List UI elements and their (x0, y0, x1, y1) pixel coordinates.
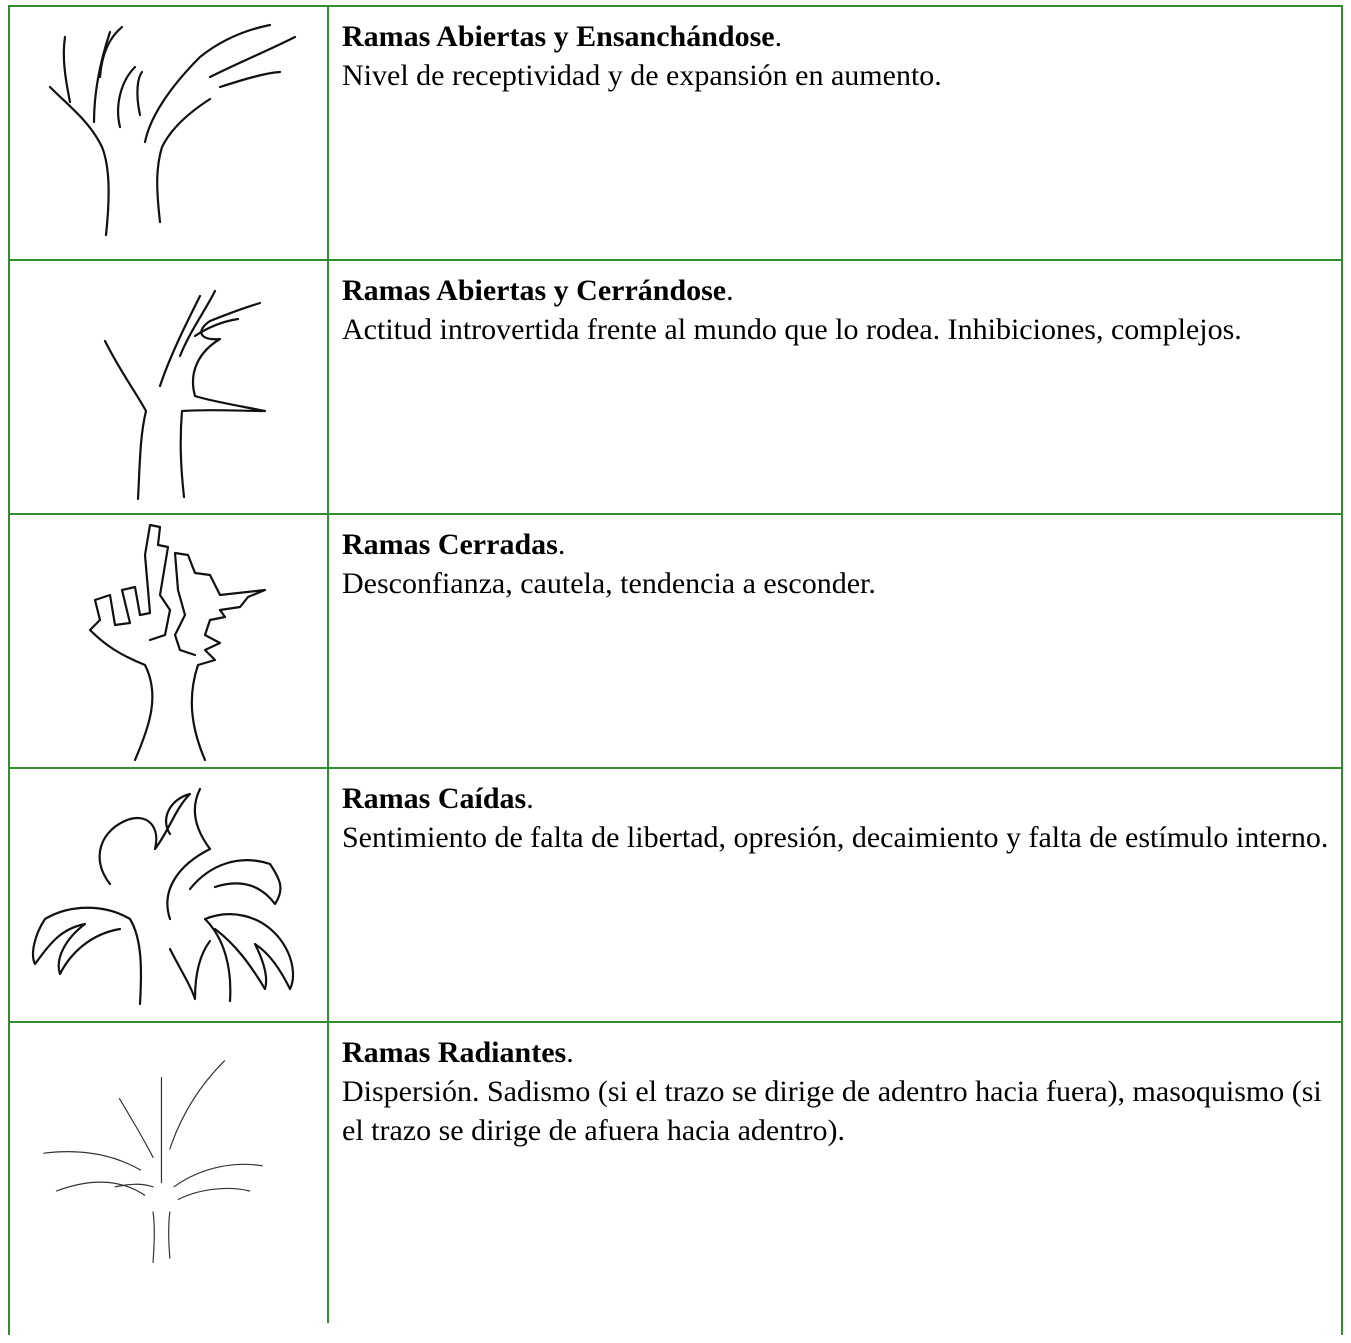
cell-text: Ramas Radiantes. Dispersión. Sadismo (si … (342, 1033, 1332, 1150)
cell-text: Ramas Cerradas. Desconfianza, cautela, te… (342, 525, 1332, 603)
row-title: Ramas Cerradas (342, 528, 558, 561)
row-punct: . (526, 782, 534, 815)
table-row: Ramas Abiertas y Cerrándose. Actitud intr… (8, 261, 1343, 515)
cell-text: Ramas Abiertas y Ensanchándose. Nivel de … (342, 17, 1332, 95)
cell-text: Ramas Caídas. Sentimiento de falta de lib… (342, 779, 1332, 857)
row-punct: . (557, 528, 566, 561)
row-description: Dispersión. Sadismo (si el trazo se diri… (342, 1075, 1322, 1147)
row-description: Desconfianza, cautela, tendencia a escon… (342, 567, 876, 600)
table-row: Ramas Radiantes. Dispersión. Sadismo (si … (8, 1023, 1343, 1343)
tree-sketch (88, 523, 267, 762)
row-title: Ramas Abiertas y Ensanchándose (342, 20, 775, 53)
column-divider (327, 5, 329, 1323)
table-frame (8, 5, 1343, 1335)
tree-sketch (31, 787, 295, 1006)
row-punct: . (774, 20, 783, 53)
row-description: Actitud introvertida frente al mundo que… (342, 313, 1242, 346)
row-punct: . (566, 1036, 574, 1069)
row-punct: . (726, 274, 734, 307)
tree-sketch (103, 289, 267, 501)
row-description: Nivel de receptividad y de expansión en … (342, 59, 942, 92)
table-row: Ramas Caídas. Sentimiento de falta de lib… (8, 769, 1343, 1023)
table-row: Ramas Abiertas y Ensanchándose. Nivel de … (8, 7, 1343, 261)
tree-sketch (43, 1060, 263, 1263)
row-title: Ramas Abiertas y Cerrándose (342, 274, 727, 307)
row-title: Ramas Caídas (342, 782, 527, 815)
row-description: Sentimiento de falta de libertad, opresi… (342, 821, 1329, 854)
tree-sketch (48, 23, 297, 237)
cell-text: Ramas Abiertas y Cerrándose. Actitud intr… (342, 271, 1332, 349)
row-title: Ramas Radiantes (342, 1036, 567, 1069)
table-row: Ramas Cerradas. Desconfianza, cautela, te… (8, 515, 1343, 769)
